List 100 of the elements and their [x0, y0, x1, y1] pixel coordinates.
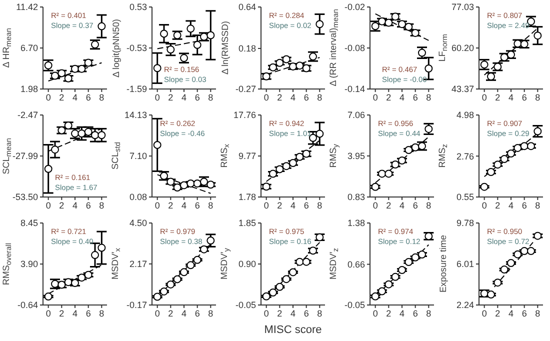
y-tick-label: -0.53: [126, 43, 147, 54]
x-tick-label: 4: [181, 200, 187, 210]
point: [480, 182, 488, 191]
point: [153, 64, 162, 72]
x-tick-label: 0: [264, 200, 269, 210]
x-tick-label: 8: [99, 308, 104, 318]
x-tick-label: 4: [290, 92, 296, 102]
y-tick-label: 3.90: [20, 259, 38, 270]
x-tick-label: 4: [72, 308, 78, 318]
point: [316, 20, 324, 28]
x-tick-label: 8: [317, 200, 322, 210]
x-tick-label: 0: [154, 92, 160, 102]
y-tick-label: 2.17: [129, 259, 147, 270]
x-tick-label: 2: [277, 200, 282, 210]
x-tick-label: 2: [168, 308, 174, 318]
point: [371, 182, 380, 191]
y-tick-label: 4.50: [129, 218, 147, 228]
y-tick-label: -0.17: [126, 300, 147, 310]
x-tick-label: 2: [59, 308, 64, 318]
point: [262, 292, 270, 300]
x-tick-label: 8: [535, 92, 540, 102]
point: [309, 134, 317, 142]
x-tick-label: 6: [304, 92, 309, 102]
x-tick-label: 4: [72, 200, 78, 210]
point: [487, 168, 495, 176]
point: [296, 152, 304, 161]
y-tick-label: 7.10: [129, 151, 147, 162]
x-tick-label: 0: [264, 92, 269, 102]
point: [500, 155, 508, 164]
x-tick-label: 2: [277, 92, 282, 102]
y-tick-label: -0.08: [344, 43, 365, 54]
point: [206, 31, 215, 40]
y-axis-title: Δ ln(RMSSD): [220, 21, 230, 75]
y-tick-label: 6.70: [20, 43, 38, 54]
y-tick-label: 0.53: [129, 2, 147, 12]
point: [391, 272, 400, 281]
x-tick-label: 0: [46, 92, 51, 102]
point: [494, 160, 502, 169]
point: [316, 233, 324, 242]
point: [262, 72, 270, 80]
point: [378, 287, 386, 296]
point: [507, 150, 515, 158]
y-tick-label: 7.06: [347, 110, 365, 120]
y-tick-label: 1.78: [238, 192, 256, 202]
point: [193, 40, 202, 49]
x-tick-label: 4: [181, 308, 187, 318]
point: [534, 32, 542, 40]
point: [302, 150, 310, 158]
point: [424, 64, 433, 72]
y-tick-label: 3.95: [347, 151, 365, 162]
point: [98, 131, 106, 140]
x-tick-label: 2: [59, 92, 64, 102]
point: [78, 130, 86, 138]
x-tick-label: 6: [86, 308, 91, 318]
point: [384, 280, 393, 288]
point: [371, 292, 380, 300]
x-tick-label: 2: [495, 308, 500, 318]
point: [507, 50, 515, 59]
x-tick-label: 6: [412, 200, 418, 210]
point: [424, 232, 433, 240]
y-tick-label: 9.77: [238, 151, 256, 162]
x-tick-label: 6: [522, 92, 527, 102]
point: [153, 292, 162, 301]
x-tick-label: 4: [508, 92, 514, 102]
x-tick-label: 4: [508, 200, 514, 210]
y-tick-label: 0.83: [347, 192, 365, 202]
point: [282, 275, 290, 284]
point: [44, 292, 52, 301]
x-tick-label: 0: [46, 200, 51, 210]
point: [166, 280, 175, 288]
y-tick-label: -0.14: [344, 84, 365, 94]
point: [173, 31, 182, 40]
x-tick-label: 0: [482, 308, 487, 318]
x-tick-label: 4: [399, 308, 405, 318]
x-tick-label: 8: [99, 92, 104, 102]
point: [269, 288, 277, 296]
point: [487, 290, 495, 299]
y-tick-label: 6.01: [456, 259, 474, 270]
x-tick-label: 6: [194, 92, 200, 102]
point: [309, 246, 317, 255]
x-tick-label: 8: [208, 92, 214, 102]
x-tick-label: 4: [399, 92, 405, 102]
point: [316, 130, 324, 138]
y-tick-label: 60.20: [451, 43, 474, 54]
x-tick-label: 2: [59, 200, 64, 210]
x-tick-label: 2: [386, 308, 392, 318]
x-tick-label: 0: [264, 308, 269, 318]
x-tick-label: 8: [317, 92, 322, 102]
point: [98, 244, 106, 252]
point: [507, 259, 515, 268]
y-tick-label: -1.59: [126, 84, 147, 94]
x-tick-label: 0: [372, 92, 378, 102]
y-tick-label: -0.05: [235, 300, 256, 310]
x-tick-label: 6: [304, 308, 309, 318]
x-tick-label: 2: [386, 92, 392, 102]
y-tick-label: 43.37: [451, 84, 474, 94]
y-tick-label: -0.05: [344, 300, 365, 310]
point: [262, 182, 270, 191]
x-tick-label: 2: [495, 200, 500, 210]
x-tick-label: 6: [194, 308, 200, 318]
